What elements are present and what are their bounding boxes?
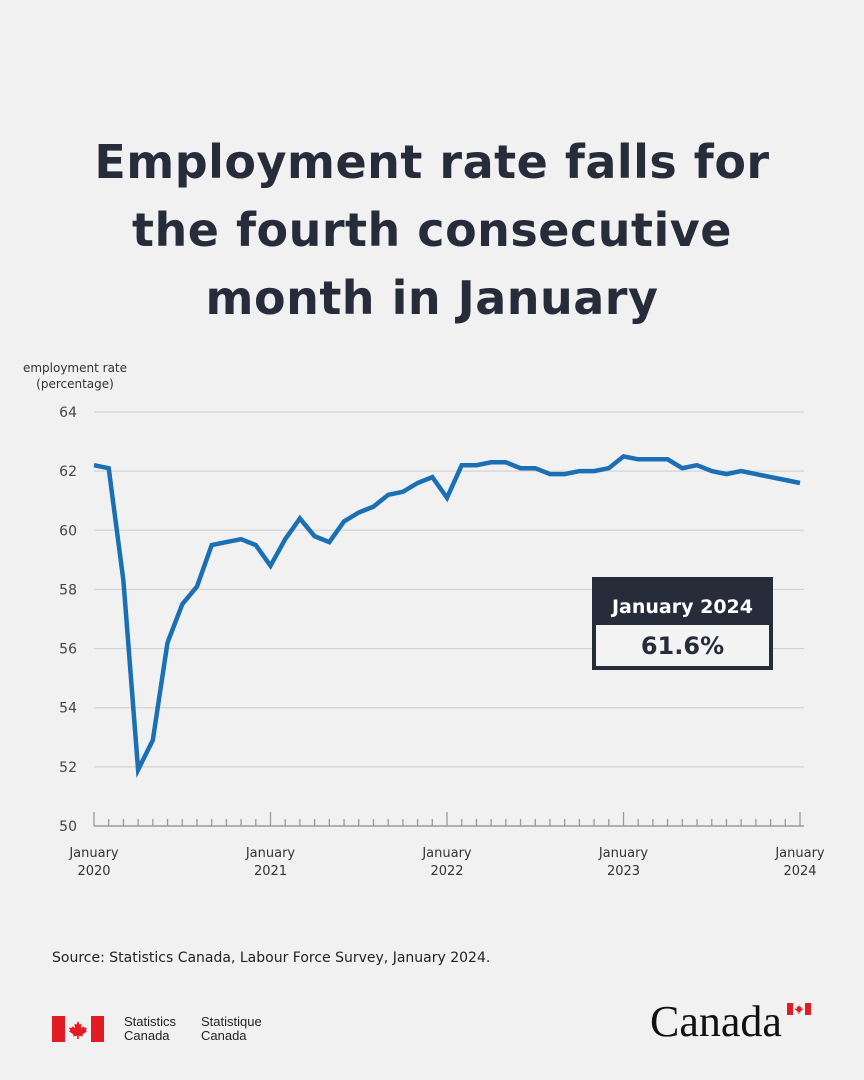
x-tick-label-year: 2022 (430, 864, 463, 879)
x-tick-label-month: January (245, 846, 296, 861)
canada-flag-icon (52, 1016, 104, 1042)
x-tick-label-month: January (598, 846, 649, 861)
title-line-3: month in January (205, 271, 659, 325)
signature-fr-line-1: Statistique (201, 1014, 262, 1029)
y-tick-label: 56 (59, 642, 77, 658)
y-axis-label: employment rate (percentage) (20, 360, 130, 392)
signature-en-line-2: Canada (124, 1028, 170, 1043)
x-tick-label-year: 2020 (77, 864, 110, 879)
signature-french: Statistique Canada (201, 1015, 262, 1043)
signature-fr-line-2: Canada (201, 1028, 247, 1043)
callout-label: January 2024 (611, 596, 753, 618)
y-axis-label-line-1: employment rate (22, 361, 128, 375)
y-tick-label: 60 (59, 523, 77, 539)
signature-english: Statistics Canada (124, 1015, 176, 1043)
canada-wordmark: Canada (650, 997, 782, 1046)
callout-value: 61.6% (596, 625, 769, 666)
wordmark-flag-icon (787, 1003, 811, 1015)
title-line-2: the fourth consecutive (132, 203, 732, 257)
y-tick-label: 62 (59, 464, 77, 480)
x-tick-label-year: 2021 (254, 864, 287, 879)
x-tick-label-month: January (68, 846, 119, 861)
x-tick-label-month: January (774, 846, 825, 861)
x-tick-label-year: 2023 (607, 864, 640, 879)
chart-title: Employment rate falls for the fourth con… (0, 128, 864, 332)
latest-value-callout: January 2024 61.6% (592, 577, 773, 670)
x-tick-label-year: 2024 (783, 864, 816, 879)
signature-en-line-1: Statistics (124, 1014, 177, 1029)
y-axis-label-line-2: (percentage) (36, 377, 114, 391)
y-tick-label: 54 (59, 701, 77, 717)
source-note: Source: Statistics Canada, Labour Force … (52, 950, 491, 966)
x-tick-label-month: January (421, 846, 472, 861)
line-chart: 64 62 60 58 56 54 52 50 January 2020 January 2021 Ja… (59, 405, 825, 879)
y-tick-label: 50 (59, 819, 77, 835)
series-line (93, 453, 801, 779)
y-tick-label: 64 (59, 405, 77, 421)
title-line-1: Employment rate falls for (94, 135, 770, 189)
y-tick-label: 52 (59, 760, 77, 776)
y-tick-label: 58 (59, 582, 77, 598)
